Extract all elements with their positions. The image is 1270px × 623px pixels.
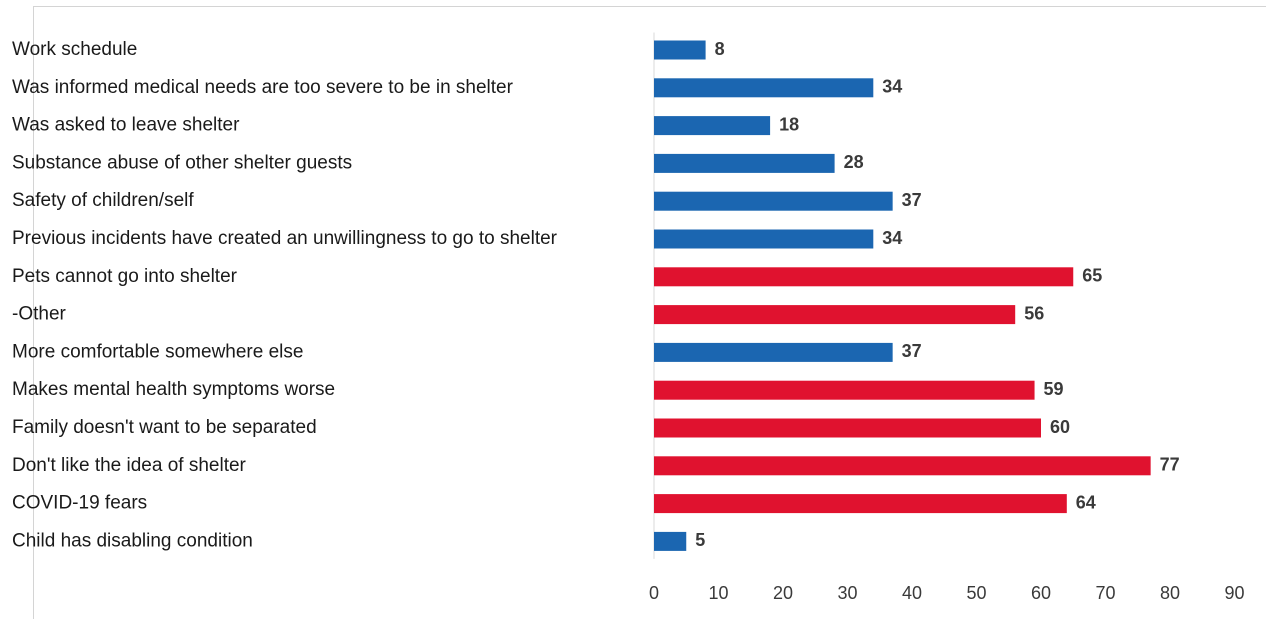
data-label: 5 <box>695 530 705 550</box>
category-label: Makes mental health symptoms worse <box>12 379 335 400</box>
data-label: 77 <box>1160 455 1180 475</box>
data-label: 60 <box>1050 417 1070 437</box>
data-label: 59 <box>1044 379 1064 399</box>
x-tick-labels-group: 0 10 20 30 40 50 60 70 80 90 <box>649 583 1245 603</box>
category-label: Safety of children/self <box>12 190 194 211</box>
data-label: 28 <box>844 152 864 172</box>
x-tick-label: 10 <box>708 583 728 603</box>
category-label: Pets cannot go into shelter <box>12 266 238 287</box>
x-tick-label: 50 <box>966 583 986 603</box>
bar <box>654 229 874 249</box>
data-label: 34 <box>882 77 902 97</box>
category-label: Work schedule <box>12 39 137 60</box>
data-label: 18 <box>779 114 799 134</box>
bar <box>654 40 706 60</box>
bar <box>654 494 1067 514</box>
category-labels-group: Work schedule Was informed medical needs … <box>12 39 558 551</box>
bar <box>654 267 1074 287</box>
bar <box>654 78 874 98</box>
bar <box>654 116 771 136</box>
bar <box>654 380 1035 400</box>
category-label: Previous incidents have created an unwil… <box>12 228 558 249</box>
x-tick-label: 90 <box>1224 583 1244 603</box>
category-label: COVID-19 fears <box>12 493 147 514</box>
category-label: Family doesn't want to be separated <box>12 417 317 438</box>
x-tick-label: 0 <box>649 583 659 603</box>
data-label: 64 <box>1076 492 1096 512</box>
data-label: 65 <box>1082 266 1102 286</box>
category-label: Child has disabling condition <box>12 530 253 551</box>
category-label: -Other <box>12 304 67 325</box>
data-label: 34 <box>882 228 902 248</box>
bar <box>654 305 1016 325</box>
bars-group <box>654 40 1151 551</box>
category-label: More comfortable somewhere else <box>12 341 303 362</box>
x-tick-label: 30 <box>837 583 857 603</box>
category-label: Was informed medical needs are too sever… <box>12 77 514 98</box>
category-label: Was asked to leave shelter <box>12 115 240 136</box>
data-label: 37 <box>902 341 922 361</box>
data-label: 37 <box>902 190 922 210</box>
bar <box>654 153 835 173</box>
bar <box>654 418 1041 438</box>
category-label: Don't like the idea of shelter <box>12 455 247 476</box>
bar <box>654 456 1151 476</box>
x-tick-label: 40 <box>902 583 922 603</box>
bar <box>654 531 687 551</box>
data-label: 8 <box>715 39 725 59</box>
bar <box>654 342 893 362</box>
bar <box>654 191 893 211</box>
data-label: 56 <box>1024 303 1044 323</box>
x-tick-label: 60 <box>1031 583 1051 603</box>
chart-frame <box>33 6 1266 619</box>
category-label: Substance abuse of other shelter guests <box>12 152 352 173</box>
x-tick-label: 80 <box>1160 583 1180 603</box>
x-tick-label: 20 <box>773 583 793 603</box>
x-tick-label: 70 <box>1095 583 1115 603</box>
